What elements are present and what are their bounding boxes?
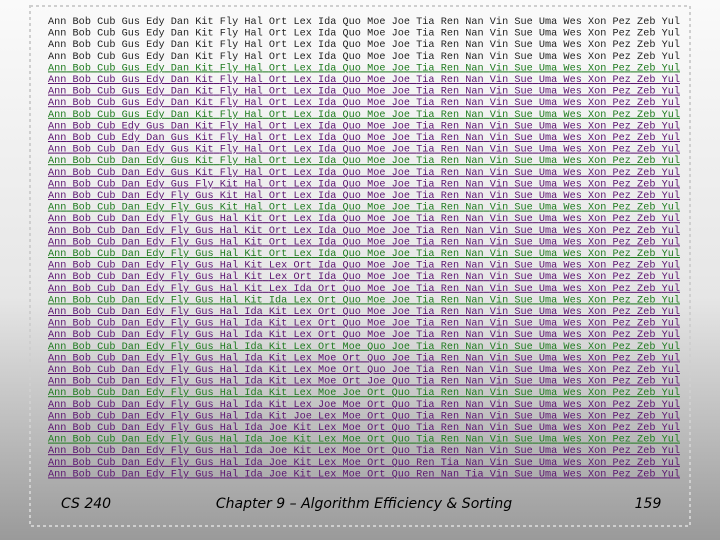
trace-row: Ann Bob Cub Gus Edy Dan Kit Fly Hal Ort …	[48, 51, 680, 63]
trace-row: Ann Bob Cub Dan Edy Fly Gus Hal Ida Kit …	[48, 329, 680, 341]
trace-row: Ann Bob Cub Dan Edy Fly Gus Hal Ida Joe …	[48, 468, 680, 480]
trace-row: Ann Bob Cub Gus Edy Dan Kit Fly Hal Ort …	[48, 109, 680, 121]
trace-row: Ann Bob Cub Dan Edy Gus Kit Fly Hal Ort …	[48, 144, 680, 156]
trace-row: Ann Bob Cub Gus Edy Dan Kit Fly Hal Ort …	[48, 86, 680, 98]
trace-row: Ann Bob Cub Dan Edy Fly Gus Kit Hal Ort …	[48, 202, 680, 214]
trace-row: Ann Bob Cub Dan Edy Fly Gus Hal Ida Joe …	[48, 422, 680, 434]
trace-row: Ann Bob Cub Dan Edy Fly Gus Hal Ida Joe …	[48, 457, 680, 469]
trace-row: Ann Bob Cub Dan Edy Fly Gus Hal Ida Kit …	[48, 306, 680, 318]
trace-row: Ann Bob Cub Dan Edy Fly Gus Hal Ida Kit …	[48, 341, 680, 353]
trace-row: Ann Bob Cub Dan Edy Fly Gus Hal Ida Joe …	[48, 434, 680, 446]
trace-row: Ann Bob Cub Dan Edy Fly Gus Hal Ida Kit …	[48, 410, 680, 422]
trace-row: Ann Bob Cub Dan Edy Fly Gus Hal Ida Joe …	[48, 445, 680, 457]
trace-row: Ann Bob Cub Dan Edy Gus Kit Fly Hal Ort …	[48, 167, 680, 179]
course-label: CS 240	[61, 496, 111, 512]
trace-row: Ann Bob Cub Gus Edy Dan Kit Fly Hal Ort …	[48, 74, 680, 86]
trace-row: Ann Bob Cub Dan Edy Fly Gus Hal Ida Kit …	[48, 376, 680, 388]
trace-row: Ann Bob Cub Dan Edy Fly Gus Hal Ida Kit …	[48, 352, 680, 364]
trace-row: Ann Bob Cub Dan Edy Fly Gus Kit Hal Ort …	[48, 190, 680, 202]
trace-row: Ann Bob Cub Dan Edy Fly Gus Hal Kit Lex …	[48, 283, 680, 295]
trace-row: Ann Bob Cub Dan Edy Fly Gus Hal Ida Kit …	[48, 387, 680, 399]
trace-row: Ann Bob Cub Dan Edy Fly Gus Hal Kit Ort …	[48, 236, 680, 248]
trace-row: Ann Bob Cub Gus Edy Dan Kit Fly Hal Ort …	[48, 62, 680, 74]
trace-row: Ann Bob Cub Dan Edy Fly Gus Hal Ida Kit …	[48, 399, 680, 411]
trace-row: Ann Bob Cub Gus Edy Dan Kit Fly Hal Ort …	[48, 28, 680, 40]
trace-row: Ann Bob Cub Edy Gus Dan Kit Fly Hal Ort …	[48, 120, 680, 132]
trace-row: Ann Bob Cub Gus Edy Dan Kit Fly Hal Ort …	[48, 97, 680, 109]
trace-row: Ann Bob Cub Dan Edy Gus Fly Kit Hal Ort …	[48, 178, 680, 190]
page-number: 159	[635, 496, 662, 512]
trace-row: Ann Bob Cub Dan Edy Fly Gus Hal Ida Kit …	[48, 364, 680, 376]
trace-row: Ann Bob Cub Gus Edy Dan Kit Fly Hal Ort …	[48, 39, 680, 51]
trace-row: Ann Bob Cub Dan Edy Fly Gus Hal Kit Ort …	[48, 248, 680, 260]
trace-row: Ann Bob Cub Dan Edy Fly Gus Hal Ida Kit …	[48, 318, 680, 330]
trace-row: Ann Bob Cub Dan Edy Gus Kit Fly Hal Ort …	[48, 155, 680, 167]
stamp-border	[29, 5, 691, 527]
trace-row: Ann Bob Cub Dan Edy Fly Gus Hal Kit Ort …	[48, 213, 680, 225]
trace-rows: Ann Bob Cub Gus Edy Dan Kit Fly Hal Ort …	[48, 16, 680, 480]
chapter-title: Chapter 9 – Algorithm Efficiency & Sorti…	[216, 496, 512, 512]
trace-row: Ann Bob Cub Gus Edy Dan Kit Fly Hal Ort …	[48, 16, 680, 28]
trace-row: Ann Bob Cub Dan Edy Fly Gus Hal Kit Lex …	[48, 260, 680, 272]
trace-row: Ann Bob Cub Dan Edy Fly Gus Hal Kit Ort …	[48, 225, 680, 237]
trace-row: Ann Bob Cub Dan Edy Fly Gus Hal Kit Lex …	[48, 271, 680, 283]
trace-row: Ann Bob Cub Dan Edy Fly Gus Hal Kit Ida …	[48, 294, 680, 306]
trace-row: Ann Bob Cub Edy Dan Gus Kit Fly Hal Ort …	[48, 132, 680, 144]
